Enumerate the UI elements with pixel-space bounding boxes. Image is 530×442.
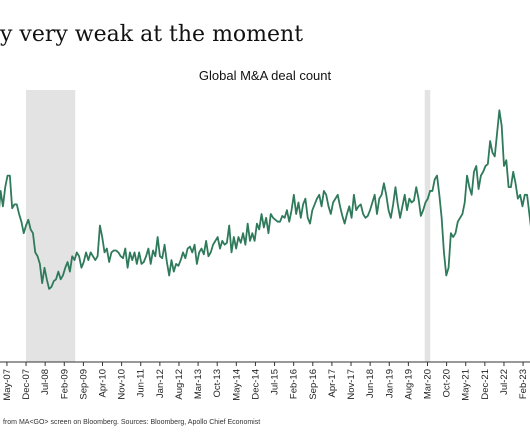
- x-tick-label: Jun-11: [136, 369, 147, 397]
- x-tick-label: Aug-19: [403, 369, 414, 400]
- x-tick-label: Jul-08: [40, 369, 51, 395]
- x-tick-label: Apr-10: [98, 369, 109, 398]
- x-tick-label: Sep-16: [308, 369, 319, 400]
- chart-title: Global M&A deal count: [198, 68, 332, 83]
- x-tick-label: Dec-21: [480, 369, 491, 400]
- x-tick-label: Feb-23: [518, 369, 529, 399]
- source-footnote: from MA<GO> screen on Bloomberg. Sources…: [3, 419, 261, 426]
- x-tick-label: May-21: [461, 369, 472, 401]
- x-tick-label: Jul-15: [270, 369, 281, 395]
- x-tick-label: Sep-09: [78, 369, 89, 400]
- x-tick-label: Feb-09: [59, 369, 70, 399]
- x-tick-label: Jun-18: [365, 369, 376, 398]
- x-tick-label: May-07: [2, 369, 13, 401]
- x-tick-label: Jan-12: [155, 369, 166, 398]
- recession-shading: [26, 90, 431, 362]
- x-tick-label: Jul-22: [499, 369, 510, 395]
- x-tick-label: Jan-19: [384, 369, 395, 398]
- chart-headline: y very weak at the moment: [0, 22, 304, 47]
- x-tick-label: Apr-17: [327, 369, 338, 398]
- series-layer: [0, 109, 530, 290]
- x-tick-label: Aug-12: [174, 369, 185, 400]
- x-tick-label: Feb-16: [289, 369, 300, 399]
- x-tick-label: Oct-20: [442, 369, 453, 398]
- x-tick-label: Oct-13: [212, 369, 223, 398]
- x-tick-label: Mar-13: [193, 369, 204, 399]
- x-tick-label: Mar-20: [422, 369, 433, 399]
- x-tick-label: Dec-07: [21, 369, 32, 400]
- x-axis: May-07 Dec-07 Jul-08 Feb-09 Sep-09 Apr-10 Nov-…: [0, 361, 530, 401]
- x-tick-label: Nov-17: [346, 369, 357, 400]
- series-line-1: [0, 109, 530, 290]
- x-tick-label: Dec-14: [250, 369, 261, 400]
- recession-band-1: [26, 90, 76, 362]
- x-tick-label: Nov-10: [117, 369, 128, 400]
- recession-band-2: [424, 90, 431, 362]
- x-tick-label: May-14: [231, 369, 242, 401]
